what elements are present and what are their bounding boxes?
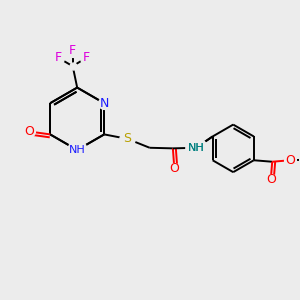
Text: O: O <box>24 125 34 138</box>
Text: NH: NH <box>188 143 204 153</box>
Text: F: F <box>55 51 62 64</box>
Text: N: N <box>100 97 109 110</box>
Text: NH: NH <box>69 145 86 155</box>
Text: F: F <box>69 44 76 57</box>
Text: S: S <box>123 132 131 146</box>
Text: O: O <box>285 154 295 167</box>
Text: F: F <box>82 51 90 64</box>
Text: O: O <box>266 173 276 186</box>
Text: O: O <box>169 162 179 175</box>
Text: NH: NH <box>188 143 204 153</box>
